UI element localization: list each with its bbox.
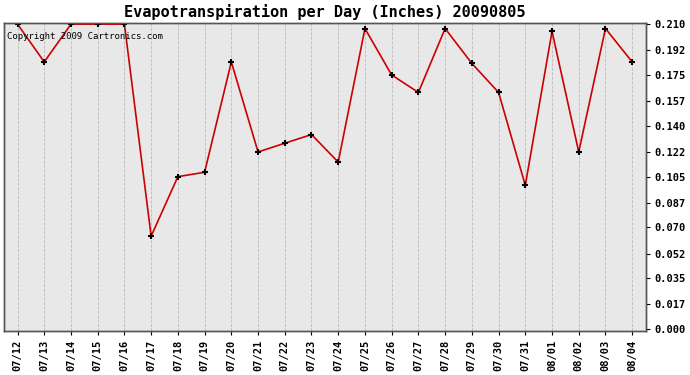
Text: Copyright 2009 Cartronics.com: Copyright 2009 Cartronics.com	[8, 32, 164, 41]
Title: Evapotranspiration per Day (Inches) 20090805: Evapotranspiration per Day (Inches) 2009…	[124, 4, 526, 20]
